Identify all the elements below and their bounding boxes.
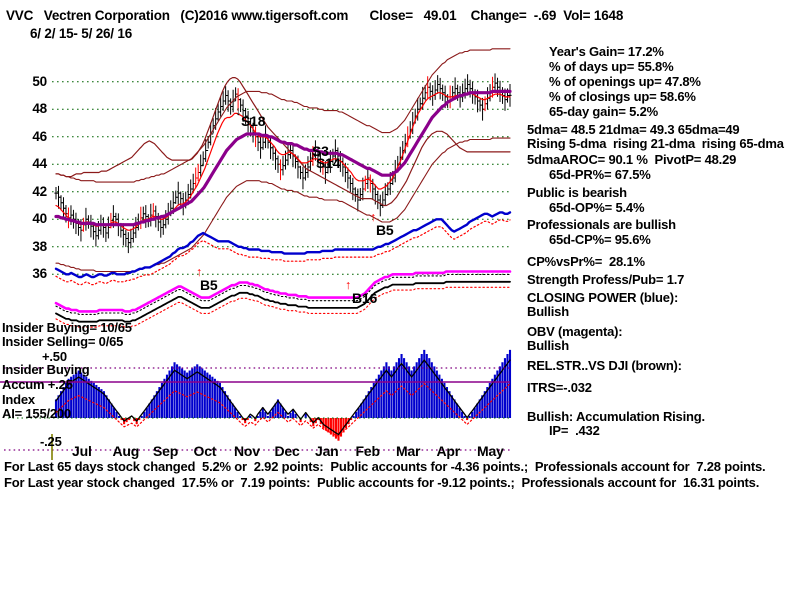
stat-pct-closings-up: % of closings up= 58.6% xyxy=(549,89,696,104)
stat-cp-vs-pr: CP%vsPr%= 28.1% xyxy=(527,254,645,269)
stat-rising-line: Rising 5-dma rising 21-dma rising 65-dma xyxy=(527,136,784,151)
insider-selling-count-label: Insider Selling= 0/65 xyxy=(2,334,124,349)
plus-half-scale-label: +.50 xyxy=(42,349,67,364)
annotation-sell-s3: S3 xyxy=(312,143,329,159)
stat-65day-gain: 65-day gain= 5.2% xyxy=(549,104,658,119)
annotation-arrow-sell-s3: ↓ xyxy=(309,148,316,162)
stat-itrs: ITRS=-.032 xyxy=(527,380,592,395)
x-axis-tick-jul: Jul xyxy=(72,443,92,459)
annotation-buy-b5-left: B5 xyxy=(200,277,218,293)
y-axis-tick-46: 46 xyxy=(32,128,47,144)
x-axis-tick-oct: Oct xyxy=(193,443,217,459)
y-axis-tick-36: 36 xyxy=(32,266,47,282)
y-axis-tick-48: 48 xyxy=(32,101,47,117)
stat-pro-sentiment: Professionals are bullish xyxy=(527,217,676,232)
annotation-arrow-buy-b16: ↑ xyxy=(345,278,352,292)
stat-dma-line: 5dma= 48.5 21dma= 49.3 65dma=49 xyxy=(527,122,740,137)
obv-value: Bullish xyxy=(527,338,569,353)
stat-pct-openings-up: % of openings up= 47.8% xyxy=(549,74,701,89)
header-title-line: VVC Vectren Corporation (C)2016 www.tige… xyxy=(6,8,624,23)
x-axis-tick-apr: Apr xyxy=(436,443,461,459)
annotation-arrow-buy-b5-left: ↑ xyxy=(196,265,203,279)
x-axis-tick-nov: Nov xyxy=(234,443,260,459)
y-axis-tick-38: 38 xyxy=(32,238,47,254)
stat-strength-profess: Strength Profess/Pub= 1.7 xyxy=(527,272,685,287)
annotation-sell-s14: S14 xyxy=(316,155,341,171)
y-axis-tick-42: 42 xyxy=(32,183,47,199)
date-range-label: 6/ 2/ 15- 5/ 26/ 16 xyxy=(30,26,133,41)
stat-public-sentiment: Public is bearish xyxy=(527,185,627,200)
y-axis-tick-44: 44 xyxy=(32,156,47,172)
minus-quarter-scale-label: -.25 xyxy=(40,434,62,449)
chart-axes xyxy=(0,367,510,460)
stat-pct-days-up: % of days up= 55.8% xyxy=(549,59,674,74)
chart-series-layer xyxy=(54,48,512,441)
x-axis-tick-mar: Mar xyxy=(396,443,421,459)
annotation-sell-s18: S18 xyxy=(241,113,266,129)
ai-value-label: AI= 155/200 xyxy=(2,406,71,421)
stat-65d-op: 65d-OP%= 5.4% xyxy=(549,200,645,215)
accum-headline: Bullish: Accumulation Rising. xyxy=(527,409,705,424)
x-axis-tick-aug: Aug xyxy=(112,443,140,459)
annotation-buy-b16: B16 xyxy=(352,290,378,306)
stat-years-gain: Year's Gain= 17.2% xyxy=(549,44,664,59)
stat-ip-value: IP= .432 xyxy=(549,423,600,438)
stat-65d-pr: 65d-PR%= 67.5% xyxy=(549,167,651,182)
accum-plus-quarter-label: Accum +.25 xyxy=(2,377,73,392)
chart-canvas xyxy=(0,48,512,460)
stat-65d-cp: 65d-CP%= 95.6% xyxy=(549,232,651,247)
annotation-arrow-sell-s18: ↓ xyxy=(235,104,242,118)
x-axis-tick-may: May xyxy=(477,443,504,459)
annotation-arrow-buy-b5-right: ↑ xyxy=(370,210,377,224)
x-axis-tick-dec: Dec xyxy=(274,443,300,459)
y-axis-tick-40: 40 xyxy=(32,211,47,227)
insider-buying-title: Insider Buying xyxy=(2,362,90,377)
x-axis-tick-sep: Sep xyxy=(153,443,179,459)
legend-obv: OBV (magenta): xyxy=(527,324,623,339)
index-label: Index xyxy=(2,392,35,407)
annotation-buy-b5-right: B5 xyxy=(376,222,394,238)
footer-year-summary: For Last year stock changed 17.5% or 7.1… xyxy=(4,475,760,490)
insider-buying-count-label: Insider Buying= 10/65 xyxy=(2,320,132,335)
legend-rel-strength: REL.STR..VS DJI (brown): xyxy=(527,358,682,373)
closing-power-value: Bullish xyxy=(527,304,569,319)
y-axis-tick-50: 50 xyxy=(32,73,47,89)
x-axis-tick-feb: Feb xyxy=(355,443,380,459)
price-chart[interactable] xyxy=(0,36,516,460)
stat-aroc-pivot: 5dmaAROC= 90.1 % PivotP= 48.29 xyxy=(527,152,737,167)
legend-closing-power: CLOSING POWER (blue): xyxy=(527,290,679,305)
footer-65day-summary: For Last 65 days stock changed 5.2% or 2… xyxy=(4,459,766,474)
x-axis-tick-jan: Jan xyxy=(315,443,339,459)
